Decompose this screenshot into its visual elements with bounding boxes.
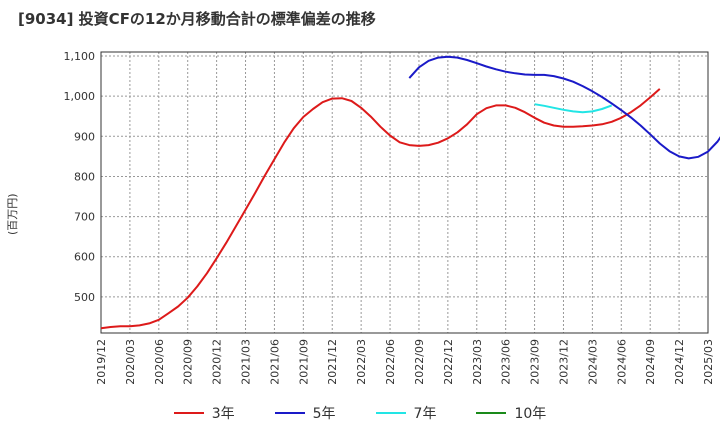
legend-label: 7年 [413, 406, 437, 422]
y-tick-label: 700 [74, 211, 95, 224]
x-tick-label: 2020/09 [182, 339, 195, 385]
legend-swatch [375, 412, 406, 414]
x-tick-label: 2022/06 [384, 339, 397, 385]
x-tick-label: 2023/09 [529, 339, 542, 385]
x-tick-label: 2021/12 [326, 339, 339, 385]
plot-border [100, 51, 709, 334]
x-tick-label: 2024/03 [586, 339, 599, 385]
x-tick-label: 2020/12 [211, 339, 224, 385]
x-tick-label: 2023/03 [471, 339, 484, 385]
x-tick-label: 2022/12 [442, 339, 455, 385]
x-tick-label: 2024/12 [673, 339, 686, 385]
x-tick-label: 2019/12 [95, 339, 108, 385]
y-tick-label: 900 [74, 130, 95, 143]
y-tick-label: 600 [74, 251, 95, 264]
series-line-3年 [100, 88, 661, 330]
y-tick-label: 800 [74, 170, 95, 183]
x-tick-label: 2023/06 [500, 339, 513, 385]
y-tick-label: 1,100 [64, 50, 96, 63]
y-tick-label: 500 [74, 291, 95, 304]
chart-legend: 3年 5年 7年 10年 [0, 403, 720, 423]
x-tick-label: 2025/03 [702, 339, 715, 385]
chart-title: [9034] 投資CFの12か月移動合計の標準偏差の推移 [18, 10, 376, 28]
x-tick-label: 2020/03 [124, 339, 137, 385]
x-tick-label: 2023/12 [557, 339, 570, 385]
legend-swatch [476, 412, 507, 414]
series-line-5年 [408, 55, 720, 160]
legend-swatch [173, 412, 204, 414]
legend-item: 10年 [476, 403, 546, 423]
x-tick-label: 2024/06 [615, 339, 628, 385]
x-tick-label: 2022/03 [355, 339, 368, 385]
legend-label: 10年 [514, 406, 547, 422]
legend-item: 7年 [375, 403, 437, 423]
y-tick-label: 1,000 [64, 90, 96, 103]
legend-swatch [274, 412, 305, 414]
x-tick-label: 2021/09 [297, 339, 310, 385]
x-tick-label: 2021/03 [240, 339, 253, 385]
legend-item: 5年 [274, 403, 336, 423]
x-tick-label: 2022/09 [413, 339, 426, 385]
x-tick-label: 2021/06 [268, 339, 281, 385]
series-line-7年 [534, 103, 613, 114]
legend-item: 3年 [173, 403, 235, 423]
legend-label: 5年 [312, 406, 336, 422]
legend-label: 3年 [211, 406, 235, 422]
x-tick-label: 2020/06 [153, 339, 166, 385]
x-tick-label: 2024/09 [644, 339, 657, 385]
